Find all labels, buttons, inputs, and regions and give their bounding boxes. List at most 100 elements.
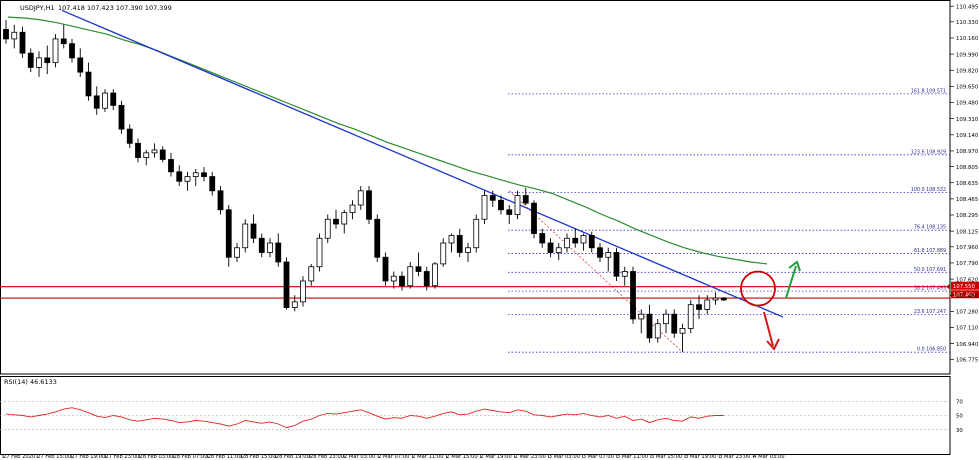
candle-body	[597, 247, 603, 258]
candle-body	[316, 237, 323, 268]
x-tick-label: 27 Feb 15:00	[37, 454, 71, 460]
candle-body	[564, 237, 570, 249]
x-tick-label: 27 Feb 2020	[3, 454, 35, 460]
fib-level-label: 38.2 107.493	[914, 286, 946, 292]
candle-body	[679, 328, 686, 334]
candle-body	[250, 223, 257, 239]
price-axis: 110.495 110.330 110.160 109.990 109.820 109.6…	[950, 4, 979, 363]
fib-level-label: 76.4 108.135	[914, 225, 946, 231]
x-tick-label: 28 Feb 19:00	[276, 454, 310, 460]
candle-body	[547, 242, 554, 253]
x-tick-label: 27 Feb 19:00	[71, 454, 105, 460]
rsi-line	[5, 407, 724, 429]
fib-level-label: 23.6 107.247	[914, 309, 946, 315]
x-tick-label: 3 Mar 07:00	[583, 454, 614, 460]
x-tick-label: 3 Mar 11:00	[617, 454, 648, 460]
y-tick-label: 107.620	[956, 277, 979, 283]
horizontal-levels: 107.550 107.460	[0, 281, 979, 299]
candle-body	[390, 275, 397, 282]
y-tick-label: 107.960	[956, 245, 979, 251]
fib-level-label: 123.6 108.929	[911, 149, 946, 155]
candle-body	[646, 313, 653, 339]
candle-body	[93, 95, 100, 109]
candle-body	[85, 71, 92, 97]
candle-body	[399, 275, 405, 287]
candle-body	[613, 252, 620, 277]
y-tick-label: 109.990	[956, 52, 979, 58]
main-frame-border	[0, 0, 951, 375]
x-tick-label: 28 Feb 03:00	[139, 454, 173, 460]
annotations	[740, 260, 801, 351]
fib-level-label: 100.0 108.532	[911, 187, 946, 193]
fib-level-label: 161.8 109.571	[911, 88, 946, 94]
fib-anchor-line	[508, 190, 683, 353]
candle-body	[374, 218, 381, 258]
candle-body	[102, 92, 108, 109]
x-tick-label: 4 Mar 03:00	[753, 454, 784, 460]
x-tick-label: 28 Feb 15:00	[242, 454, 276, 460]
x-tick-label: 28 Feb 11:00	[208, 454, 242, 460]
candle-body	[448, 235, 455, 244]
price-tag-label: 107.550	[953, 284, 976, 290]
candle-body	[267, 242, 273, 253]
x-tick-label: 2 Mar 07:00	[378, 454, 409, 460]
y-tick-label: 108.125	[956, 229, 978, 235]
candle-body	[118, 104, 125, 130]
candle-body	[696, 304, 702, 310]
y-tick-label: 110.330	[956, 20, 979, 26]
candle-body	[77, 57, 84, 73]
candle-body	[110, 92, 117, 106]
y-tick-label: 109.820	[956, 68, 979, 74]
candle-body	[654, 323, 661, 339]
candle-body	[242, 223, 249, 249]
y-tick-label: 107.280	[956, 310, 979, 316]
price-tag	[951, 290, 979, 299]
y-tick-label: 108.295	[956, 213, 978, 219]
candle-body	[580, 235, 587, 244]
candle-body	[630, 271, 636, 320]
x-tick-label: 3 Mar 15:00	[651, 454, 682, 460]
candle-body	[687, 304, 694, 329]
rsi-level-label: 70	[956, 400, 963, 406]
x-tick-label: 2 Mar 03:00	[344, 454, 375, 460]
y-tick-label: 106.775	[956, 357, 978, 363]
y-tick-label: 108.465	[956, 197, 978, 203]
candlesticks[interactable]	[3, 19, 727, 353]
candle-body	[52, 38, 59, 64]
candle-body	[720, 297, 727, 301]
candle-body	[258, 237, 265, 253]
bearish-arrowhead	[766, 338, 780, 351]
x-tick-label: 3 Mar 23:00	[719, 454, 750, 460]
y-tick-label: 108.970	[956, 149, 979, 155]
candle-body	[605, 252, 612, 258]
y-tick-label: 109.140	[956, 133, 979, 139]
candle-body	[465, 247, 471, 253]
x-tick-label: 27 Feb 23:00	[105, 454, 139, 460]
y-tick-label: 109.650	[956, 85, 979, 91]
moving-average	[7, 16, 768, 265]
candle-body	[531, 202, 537, 234]
y-tick-label: 108.805	[956, 165, 978, 171]
candle-body	[151, 149, 158, 154]
candle-body	[341, 212, 348, 225]
y-tick-label: 107.450	[956, 293, 979, 299]
candle-body	[324, 218, 331, 239]
candle-body	[69, 43, 75, 59]
x-tick-label: 28 Feb 23:00	[310, 454, 344, 460]
candle-body	[333, 218, 339, 225]
candle-body	[539, 233, 546, 244]
fib-level-label: 61.8 107.889	[914, 248, 946, 254]
candle-body	[283, 261, 290, 308]
candle-body	[555, 247, 562, 253]
candle-body	[36, 57, 42, 68]
candle-body	[621, 271, 628, 277]
candle-body	[143, 152, 150, 158]
x-tick-label: 28 Feb 07:00	[174, 454, 208, 460]
x-tick-label: 2 Mar 11:00	[412, 454, 443, 460]
y-tick-label: 107.110	[956, 326, 979, 332]
candle-body	[192, 172, 199, 177]
candle-body	[44, 57, 51, 64]
candle-body	[407, 266, 414, 287]
trend-line	[61, 9, 784, 318]
